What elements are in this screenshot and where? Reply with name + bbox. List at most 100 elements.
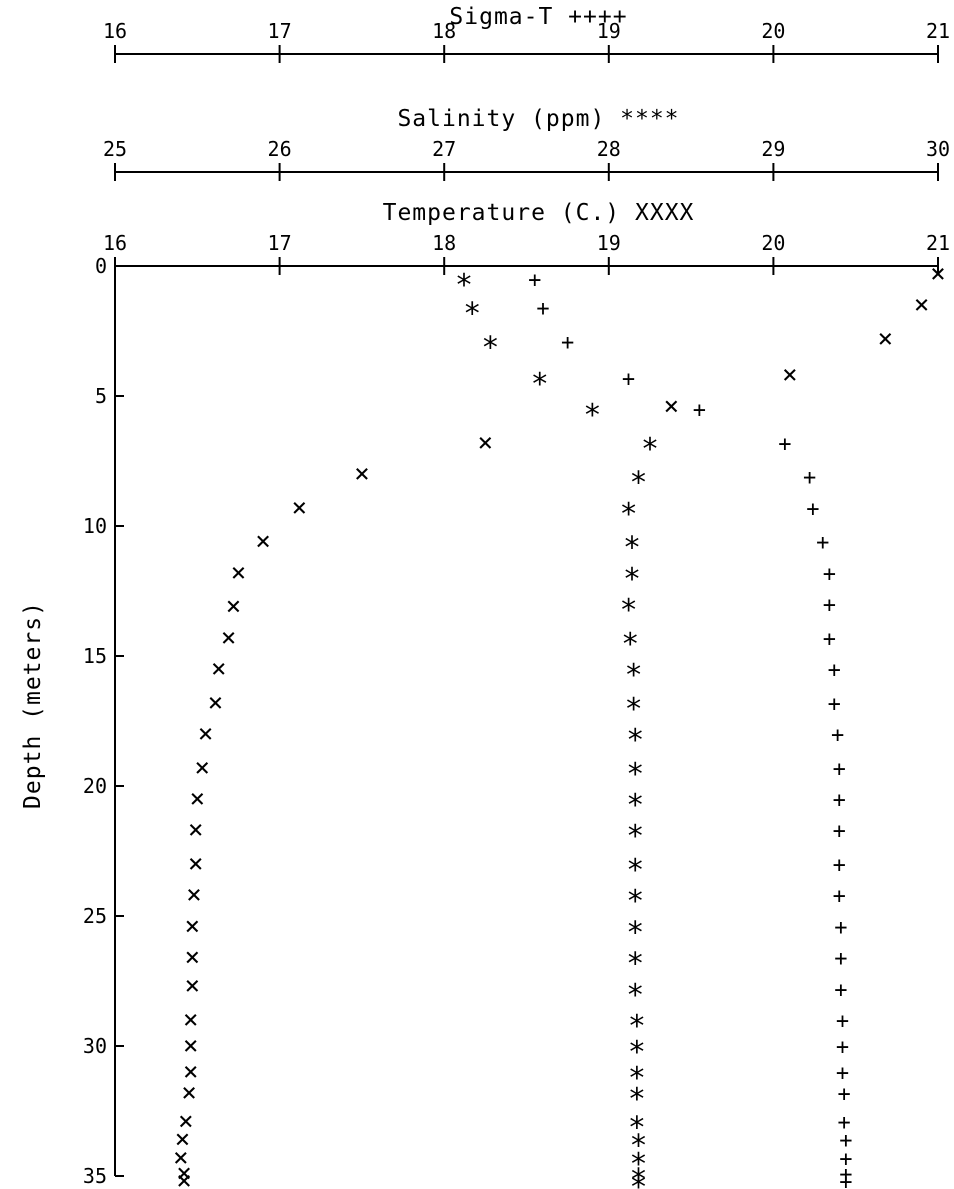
- sigma-point: +: [833, 757, 846, 782]
- salinity-point: ∗: [626, 813, 644, 848]
- temperature-point: ×: [221, 623, 237, 653]
- temperature-tick-label: 21: [926, 231, 950, 255]
- salinity-point: ∗: [624, 686, 642, 721]
- sigma-tick-label: 19: [597, 19, 621, 43]
- salinity-point: ∗: [628, 1055, 646, 1090]
- temperature-point: ×: [877, 324, 893, 354]
- depth-tick-label: 30: [83, 1034, 107, 1058]
- salinity-axis: Salinity (ppm) **** 25 26 27 28 29 30: [103, 106, 950, 181]
- sigma-point: +: [561, 330, 574, 355]
- salinity-point: ∗: [629, 1164, 647, 1189]
- sigma-tick-label: 21: [926, 19, 950, 43]
- sigma-point: +: [834, 915, 847, 940]
- salinity-point: ∗: [641, 426, 659, 461]
- temperature-tick-label: 18: [432, 231, 456, 255]
- depth-axis: 0 5 10 15 20 25 30 35: [83, 254, 124, 1188]
- sigma-point: +: [778, 432, 791, 457]
- temperature-point: ×: [198, 719, 214, 749]
- sigma-point: +: [838, 1110, 851, 1135]
- temperature-point: ×: [185, 971, 201, 1001]
- sigma-point: +: [833, 819, 846, 844]
- depth-tick-label: 5: [95, 384, 107, 408]
- salinity-point: ∗: [626, 941, 644, 976]
- temperature-point: ×: [173, 1143, 189, 1173]
- sigma-point: +: [836, 1061, 849, 1086]
- salinity-point: ∗: [626, 782, 644, 817]
- salinity-point: ∗: [583, 392, 601, 427]
- salinity-point: ∗: [626, 717, 644, 752]
- salinity-point: ∗: [621, 621, 639, 656]
- salinity-point: ∗: [481, 324, 499, 359]
- sigma-point: +: [528, 268, 541, 293]
- temperature-point: ×: [930, 259, 946, 289]
- depth-tick-label: 25: [83, 904, 107, 928]
- salinity-point: ∗: [620, 491, 638, 526]
- salinity-point: ∗: [628, 1029, 646, 1064]
- sigma-point: +: [839, 1147, 852, 1172]
- temperature-point: ×: [292, 493, 308, 523]
- salinity-tick-label: 29: [761, 137, 785, 161]
- series-sigma: ++++++++++++++++++++++++++++++++: [528, 268, 852, 1189]
- depth-tick-label: 15: [83, 644, 107, 668]
- salinity-point: ∗: [624, 652, 642, 687]
- salinity-tick-label: 30: [926, 137, 950, 161]
- temperature-tick-label: 16: [103, 231, 127, 255]
- salinity-point: ∗: [531, 361, 549, 396]
- sigma-point: +: [833, 788, 846, 813]
- sigma-point: +: [823, 562, 836, 587]
- salinity-point: ∗: [463, 291, 481, 326]
- temperature-axis-title: Temperature (C.) XXXX: [383, 200, 695, 226]
- sigma-point: +: [839, 1162, 852, 1187]
- salinity-point: ∗: [629, 1141, 647, 1176]
- depth-tick-label: 10: [83, 514, 107, 538]
- temperature-point: ×: [176, 1158, 192, 1188]
- sigma-tick-label: 17: [268, 19, 292, 43]
- depth-tick-label: 0: [95, 254, 107, 278]
- salinity-point: ∗: [628, 1076, 646, 1111]
- sigma-point: +: [828, 658, 841, 683]
- sigma-tick-label: 18: [432, 19, 456, 43]
- salinity-point: ∗: [455, 262, 473, 297]
- temperature-point: ×: [186, 880, 202, 910]
- sigma-point: +: [836, 1035, 849, 1060]
- sigma-point: +: [839, 1129, 852, 1154]
- temperature-point: ×: [782, 360, 798, 390]
- temperature-point: ×: [181, 1078, 197, 1108]
- series-salinity: ∗∗∗∗∗∗∗∗∗∗∗∗∗∗∗∗∗∗∗∗∗∗∗∗∗∗∗∗∗∗∗∗: [455, 262, 659, 1189]
- salinity-point: ∗: [629, 1156, 647, 1189]
- plot-series: ++++++++++++++++++++++++++++++++∗∗∗∗∗∗∗∗…: [173, 259, 946, 1189]
- temperature-point: ×: [208, 688, 224, 718]
- salinity-point: ∗: [626, 847, 644, 882]
- temperature-point: ×: [183, 1031, 199, 1061]
- sigma-point: +: [839, 1170, 852, 1189]
- sigma-point: +: [834, 978, 847, 1003]
- depth-tick-label: 20: [83, 774, 107, 798]
- salinity-point: ∗: [629, 460, 647, 495]
- salinity-point: ∗: [623, 525, 641, 560]
- sigma-point: +: [834, 947, 847, 972]
- salinity-point: ∗: [629, 1123, 647, 1158]
- salinity-tick-label: 26: [268, 137, 292, 161]
- temperature-point: ×: [478, 428, 494, 458]
- sigma-tick-label: 20: [761, 19, 785, 43]
- sigma-point: +: [693, 398, 706, 423]
- temperature-point: ×: [185, 911, 201, 941]
- salinity-tick-label: 25: [103, 137, 127, 161]
- top-axes: Sigma-T ++++ 16 17 18 19 20 21 Salinity (ppm) *…: [103, 4, 950, 275]
- salinity-point: ∗: [626, 878, 644, 913]
- sigma-point: +: [831, 723, 844, 748]
- salinity-point: ∗: [620, 587, 638, 622]
- sigma-point: +: [828, 692, 841, 717]
- temperature-tick-label: 20: [761, 231, 785, 255]
- sigma-point: +: [823, 593, 836, 618]
- sigma-axis-title: Sigma-T ++++: [449, 4, 627, 30]
- salinity-point: ∗: [626, 972, 644, 1007]
- temperature-point: ×: [194, 753, 210, 783]
- temperature-point: ×: [176, 1166, 192, 1189]
- salinity-point: ∗: [623, 556, 641, 591]
- salinity-tick-label: 28: [597, 137, 621, 161]
- temperature-point: ×: [664, 391, 680, 421]
- sigma-point: +: [803, 466, 816, 491]
- sigma-tick-label: 16: [103, 19, 127, 43]
